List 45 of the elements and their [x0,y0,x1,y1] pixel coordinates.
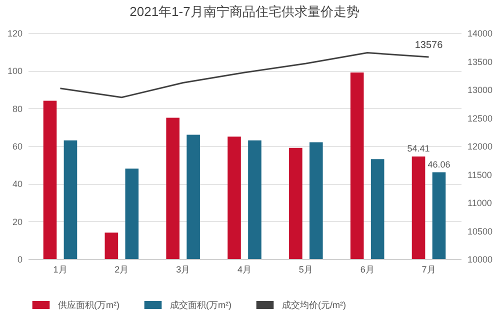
bar [350,72,364,259]
y-tick-label: 80 [12,104,22,114]
x-tick-label: 3月 [176,264,190,274]
y-tick-label: 20 [12,216,22,227]
y2-tick-label: 12500 [468,113,493,124]
bar [370,159,384,259]
bar [64,140,78,259]
bar [186,134,200,259]
bar [289,148,302,259]
y-tick-label: 100 [7,66,22,76]
legend-label: 供应面积(万m²) [58,300,120,310]
bar [166,118,180,259]
x-tick-label: 5月 [298,264,313,274]
y-tick-label: 40 [12,179,22,190]
bar [43,100,57,259]
line-series [59,52,430,98]
y2-tick-label: 11000 [468,198,492,208]
y2-tick-label: 11500 [468,170,492,180]
bar [412,156,426,259]
y2-tick-label: 12000 [468,142,493,152]
y2-tick-label: 10500 [468,226,493,236]
data-label: 13576 [414,40,444,51]
x-tick-label: 2月 [114,264,129,274]
y-tick-label: 120 [7,28,22,38]
y2-tick-label: 10000 [468,254,493,264]
legend-label: 成交面积(万m²) [170,300,232,310]
bar [310,142,323,259]
x-tick-label: 7月 [422,264,436,274]
y-tick-label: 0 [17,254,22,264]
data-label: 54.41 [407,144,430,154]
bar [125,168,139,259]
x-tick-label: 1月 [53,264,68,274]
bar [228,136,241,259]
data-label: 46.06 [428,159,450,170]
y2-tick-label: 14000 [468,28,493,38]
chart-title: 2021年1-7月南宁商品住宅供求量价走势 [130,4,360,19]
x-tick-label: 6月 [360,264,374,274]
x-tick-label: 4月 [237,264,252,274]
legend-label: 成交均价(元/m²) [282,300,346,310]
y-tick-label: 60 [12,142,22,152]
bar [104,232,118,259]
y2-tick-label: 13000 [468,85,493,95]
bar [248,140,262,259]
y2-tick-label: 13500 [468,56,493,67]
bar [432,172,446,259]
